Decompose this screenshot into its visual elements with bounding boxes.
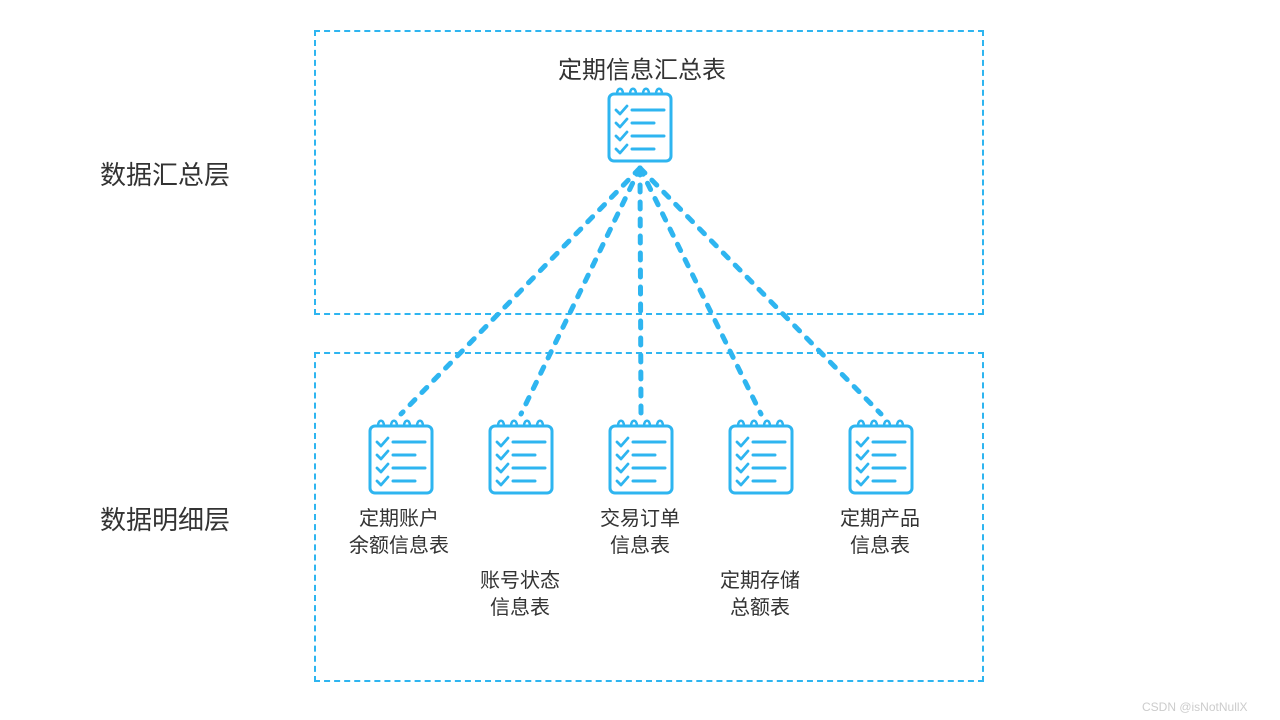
checklist-icon xyxy=(606,84,674,164)
detail-node-label: 定期账户余额信息表 xyxy=(349,506,449,560)
detail-node-label: 定期存储总额表 xyxy=(720,568,800,622)
summary-title: 定期信息汇总表 xyxy=(558,50,726,85)
checklist-icon xyxy=(847,416,915,496)
checklist-icon xyxy=(367,416,435,496)
detail-node-label: 定期产品信息表 xyxy=(840,506,920,560)
checklist-icon xyxy=(727,416,795,496)
detail-node-label: 账号状态信息表 xyxy=(480,568,560,622)
detail-layer-label: 数据明细层 xyxy=(100,500,230,537)
checklist-icon xyxy=(487,416,555,496)
summary-layer-label: 数据汇总层 xyxy=(100,155,230,192)
watermark: CSDN @isNotNullX xyxy=(1142,700,1248,714)
detail-node-label: 交易订单信息表 xyxy=(600,506,680,560)
checklist-icon xyxy=(607,416,675,496)
